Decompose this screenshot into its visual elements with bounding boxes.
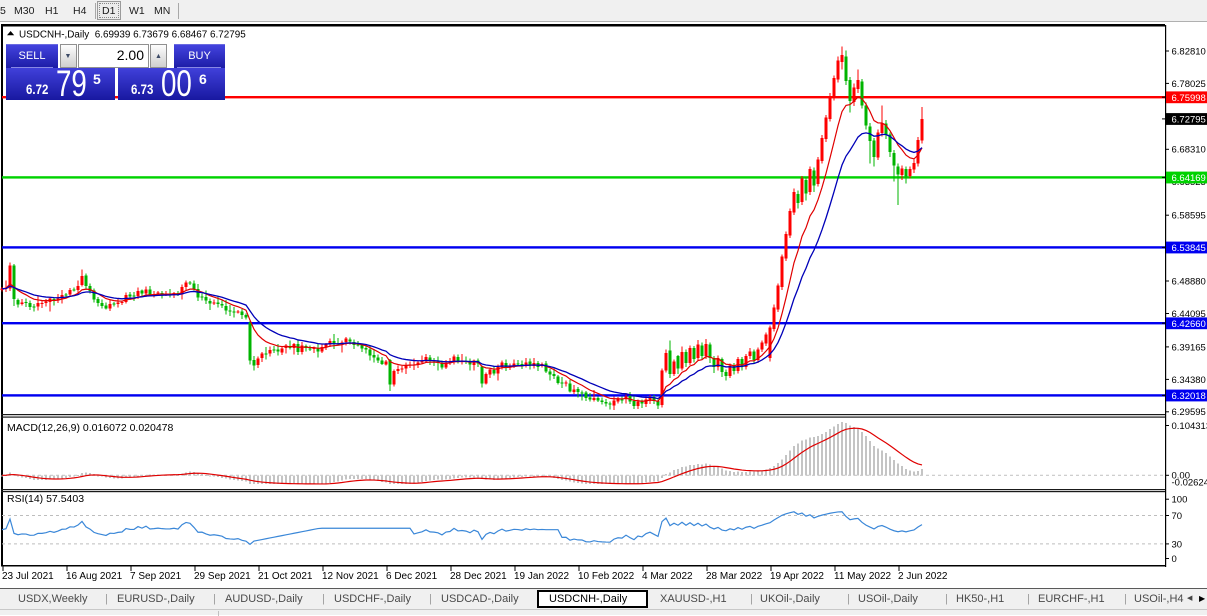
svg-text:6.75998: 6.75998	[1172, 93, 1206, 104]
svg-text:6.53845: 6.53845	[1172, 243, 1206, 254]
svg-text:19 Jan 2022: 19 Jan 2022	[514, 571, 569, 582]
svg-text:19 Apr 2022: 19 Apr 2022	[770, 571, 824, 582]
svg-text:6.82810: 6.82810	[1172, 46, 1206, 57]
svg-text:7 Sep 2021: 7 Sep 2021	[130, 571, 182, 582]
svg-text:16 Aug 2021: 16 Aug 2021	[66, 571, 123, 582]
svg-text:6.58595: 6.58595	[1172, 211, 1206, 222]
svg-text:21 Oct 2021: 21 Oct 2021	[258, 571, 313, 582]
svg-text:4 Mar 2022: 4 Mar 2022	[642, 571, 693, 582]
svg-text:100: 100	[1172, 495, 1188, 506]
svg-text:MACD(12,26,9) 0.016072 0.02047: MACD(12,26,9) 0.016072 0.020478	[7, 422, 174, 434]
svg-text:70: 70	[1172, 511, 1183, 522]
svg-text:0: 0	[1172, 554, 1177, 565]
svg-text:-0.026249: -0.026249	[1172, 478, 1207, 489]
svg-text:USDCNH-,Daily 6.69939 6.73679: USDCNH-,Daily 6.69939 6.73679 6.68467 6.…	[19, 29, 246, 40]
svg-text:0.104313: 0.104313	[1172, 421, 1207, 432]
svg-text:11 May 2022: 11 May 2022	[834, 571, 892, 582]
svg-text:6 Dec 2021: 6 Dec 2021	[386, 571, 438, 582]
svg-text:28 Dec 2021: 28 Dec 2021	[450, 571, 507, 582]
svg-text:30: 30	[1172, 539, 1183, 550]
svg-text:23 Jul 2021: 23 Jul 2021	[2, 571, 54, 582]
svg-text:2 Jun 2022: 2 Jun 2022	[898, 571, 948, 582]
svg-text:6.48880: 6.48880	[1172, 276, 1206, 287]
svg-text:6.32018: 6.32018	[1172, 391, 1206, 402]
svg-text:28 Mar 2022: 28 Mar 2022	[706, 571, 763, 582]
svg-text:29 Sep 2021: 29 Sep 2021	[194, 571, 251, 582]
svg-text:6.68310: 6.68310	[1172, 145, 1206, 156]
svg-text:6.29595: 6.29595	[1172, 407, 1206, 418]
svg-text:6.42660: 6.42660	[1172, 319, 1206, 330]
svg-text:6.78025: 6.78025	[1172, 79, 1206, 90]
svg-text:RSI(14) 57.5403: RSI(14) 57.5403	[7, 493, 84, 505]
svg-text:6.34380: 6.34380	[1172, 375, 1206, 386]
svg-text:6.72795: 6.72795	[1172, 115, 1206, 126]
svg-text:6.64169: 6.64169	[1172, 173, 1206, 184]
svg-text:12 Nov 2021: 12 Nov 2021	[322, 571, 379, 582]
svg-text:10 Feb 2022: 10 Feb 2022	[578, 571, 635, 582]
svg-text:6.39165: 6.39165	[1172, 342, 1206, 353]
